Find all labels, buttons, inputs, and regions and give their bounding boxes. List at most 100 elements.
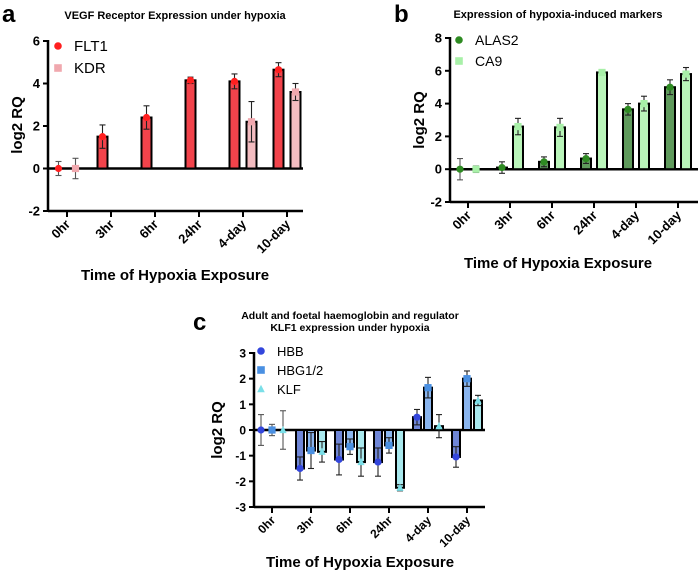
legend-marker-klf [257, 384, 265, 393]
data-point-hbb [413, 413, 421, 421]
legend-marker-hbg1/2 [257, 366, 265, 374]
data-point-flt1 [230, 77, 239, 85]
y-tick-label: 6 [435, 63, 442, 78]
data-point-hbg1/2 [346, 443, 354, 451]
data-point-flt1 [98, 133, 107, 141]
x-tick-label: 0hr [255, 513, 278, 536]
legend-marker-flt1 [54, 42, 62, 50]
bar-ca9 [680, 73, 692, 171]
y-tick-label: 4 [33, 76, 41, 91]
data-point-klf [318, 447, 326, 455]
y-axis-title: log2 RQ [411, 91, 428, 149]
bar-alas2 [622, 108, 634, 171]
panel-b: b Expression of hypoxia-induced markers lo… [394, 1, 698, 272]
x-tick-label: 0hr [48, 217, 73, 242]
x-tick-label: 10-day [253, 216, 293, 256]
data-point-klf [396, 483, 404, 491]
data-point-flt1 [186, 76, 195, 84]
data-point-klf [474, 396, 482, 404]
bar-flt1 [184, 79, 197, 170]
y-tick-label: -2 [235, 475, 246, 489]
bar-alas2 [664, 86, 676, 171]
bar-flt1 [272, 68, 285, 170]
bar-ca9 [638, 102, 650, 171]
data-point-klf [435, 422, 443, 430]
data-point-hbb [452, 453, 460, 461]
y-tick-label: 0 [239, 424, 246, 438]
data-point-ca9 [598, 68, 606, 77]
data-point-hbb [374, 458, 382, 466]
data-point-kdr [291, 88, 300, 96]
legend-marker-kdr [54, 64, 62, 72]
chart-title: KLF1 expression under hypoxia [270, 322, 429, 334]
legend-label: HBB [277, 344, 304, 359]
x-tick-label: 0hr [449, 208, 474, 233]
x-tick-label: 6hr [136, 217, 161, 242]
x-tick-label: 4-day [214, 216, 249, 251]
data-point-hbg1/2 [463, 375, 471, 383]
x-tick-label: 6hr [533, 208, 558, 233]
data-point-ca9 [682, 70, 690, 78]
legend-marker-hbb [257, 347, 265, 355]
y-tick-label: 1 [239, 398, 246, 412]
data-point-hbb [335, 455, 343, 464]
x-tick-label: 4-day [402, 513, 434, 545]
chart-title: Expression of hypoxia-induced markers [453, 9, 662, 21]
legend-marker-ca9 [455, 57, 463, 65]
y-axis-title: log2 RQ [9, 96, 26, 154]
legend-marker-alas2 [455, 36, 463, 44]
data-point-klf [279, 425, 287, 434]
legend-label: FLT1 [74, 38, 108, 55]
data-point-hbb [257, 426, 265, 434]
data-point-ca9 [514, 122, 522, 131]
data-point-alas2 [540, 158, 548, 166]
bar-ca9 [596, 71, 608, 171]
y-tick-label: -2 [28, 204, 40, 219]
y-tick-label: 0 [435, 162, 442, 177]
data-point-klf [357, 457, 365, 466]
data-point-flt1 [54, 164, 63, 173]
data-point-hbg1/2 [424, 384, 432, 392]
x-axis-title: Time of Hypoxia Exposure [266, 554, 454, 571]
x-tick-label: 24hr [367, 513, 395, 541]
x-axis-title: Time of Hypoxia Exposure [81, 267, 269, 284]
data-point-alas2 [456, 165, 464, 173]
x-tick-label: 24hr [175, 217, 205, 247]
panel-a: a VEGF Receptor Expression under hypoxia l… [2, 1, 303, 284]
bar-klf [395, 429, 405, 489]
x-tick-label: 6hr [333, 513, 356, 536]
legend-label: KDR [74, 60, 106, 77]
data-point-ca9 [556, 123, 564, 131]
y-tick-label: 2 [33, 119, 40, 134]
legend-label: CA9 [475, 53, 502, 69]
panel-label: a [2, 1, 16, 28]
x-tick-label: 24hr [570, 208, 600, 238]
y-tick-label: 6 [33, 34, 40, 49]
x-tick-label: 10-day [644, 207, 684, 247]
data-point-hbb [296, 464, 304, 473]
data-point-kdr [71, 164, 80, 173]
legend-label: KLF [277, 382, 301, 397]
data-point-alas2 [624, 105, 632, 113]
bar-kdr [289, 91, 302, 170]
data-point-alas2 [666, 83, 674, 91]
chart-title: Adult and foetal haemoglobin and regulat… [241, 310, 459, 322]
x-tick-label: 3hr [294, 513, 317, 536]
y-axis-title: log2 RQ [209, 401, 226, 459]
chart-title: VEGF Receptor Expression under hypoxia [64, 10, 286, 22]
y-tick-label: 2 [239, 372, 246, 386]
y-tick-label: 4 [435, 96, 443, 111]
legend-label: ALAS2 [475, 32, 519, 48]
y-tick-label: -3 [235, 501, 246, 515]
data-point-kdr [247, 118, 256, 126]
data-point-flt1 [142, 113, 151, 122]
panel-label: c [193, 309, 206, 336]
y-tick-label: 3 [239, 347, 246, 361]
y-tick-label: -1 [235, 449, 246, 463]
data-point-hbg1/2 [385, 441, 393, 449]
y-tick-label: 2 [435, 129, 442, 144]
data-point-ca9 [640, 100, 648, 108]
data-point-ca9 [472, 165, 480, 173]
data-point-alas2 [582, 154, 590, 163]
